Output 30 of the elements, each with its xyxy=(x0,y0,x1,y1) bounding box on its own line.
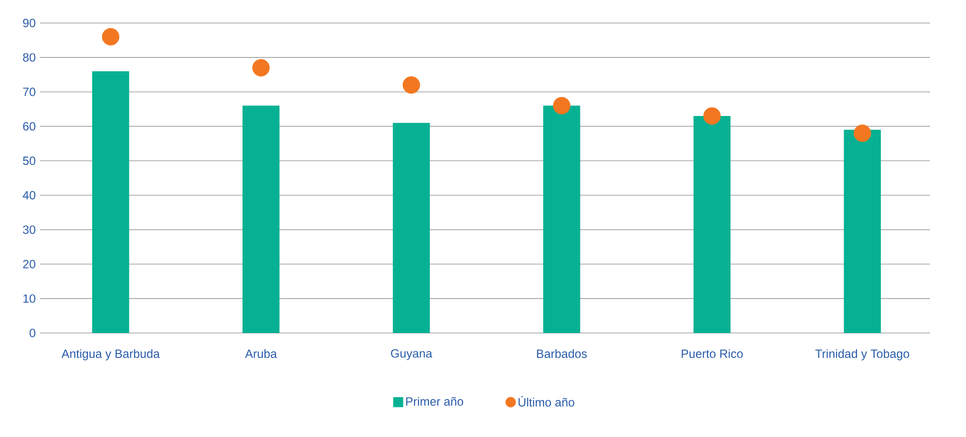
x-tick-label: Aruba xyxy=(245,349,277,358)
point xyxy=(402,76,420,94)
point xyxy=(854,124,872,142)
bar xyxy=(92,71,130,333)
y-tick-label: 40 xyxy=(22,190,36,200)
point xyxy=(703,107,721,125)
y-tick-label: 80 xyxy=(23,53,36,62)
x-tick-label: Puerto Rico xyxy=(682,349,743,358)
y-tick-label: 0 xyxy=(30,328,36,338)
y-tick-label: 90 xyxy=(23,18,36,28)
y-tick-label: 30 xyxy=(22,225,36,234)
bar xyxy=(694,116,731,333)
bar xyxy=(242,106,280,333)
x-tick-label: Antigua y Barbuda xyxy=(61,349,160,360)
y-tick-label: 70 xyxy=(23,88,36,96)
bar xyxy=(543,106,580,333)
x-tick-label: Trinidad y Tobago xyxy=(815,349,910,360)
point xyxy=(102,28,120,46)
y-tick-label: 20 xyxy=(23,260,36,268)
point xyxy=(552,96,570,114)
x-tick-label: Guyana xyxy=(390,349,432,360)
y-tick-label: 60 xyxy=(23,122,36,131)
bar xyxy=(392,122,430,333)
y-tick-label: 50 xyxy=(23,156,36,165)
point xyxy=(252,59,270,76)
bar xyxy=(844,130,881,333)
legend-label: Primer año xyxy=(406,396,464,406)
legend-label: Último año xyxy=(518,396,574,407)
y-tick-label: 10 xyxy=(23,294,36,303)
x-tick-label: Barbados xyxy=(537,349,587,358)
